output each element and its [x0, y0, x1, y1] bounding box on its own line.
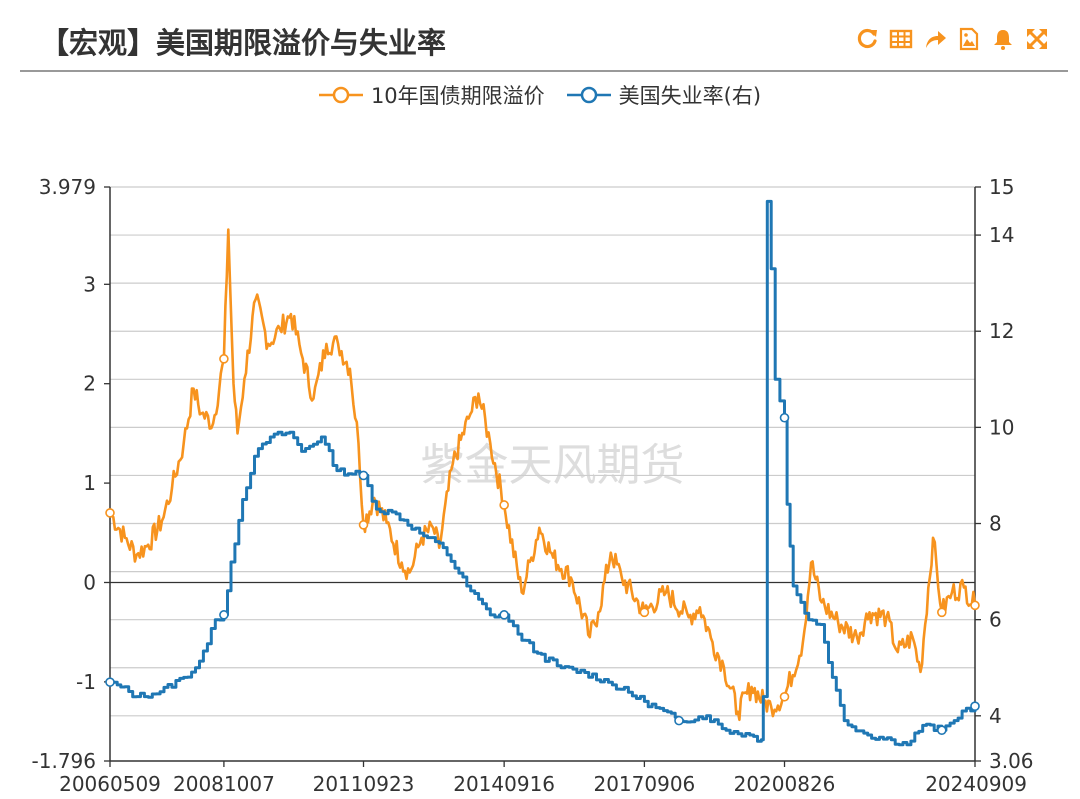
point-unemployment [358, 470, 369, 481]
save-image-icon[interactable] [956, 26, 982, 52]
x-tick-label: 20081007 [173, 772, 275, 796]
legend-marker-term-premium [318, 86, 363, 104]
right-tick-label: 15 [989, 175, 1014, 199]
point-unemployment [779, 412, 790, 423]
point-term-premium [639, 607, 650, 618]
left-tick-label: -1 [76, 670, 96, 694]
page-title: 【宏观】美国期限溢价与失业率 [40, 26, 447, 60]
point-unemployment [970, 701, 980, 711]
legend-item-unemployment[interactable]: 美国失业率(右) [566, 80, 762, 110]
alert-bell-icon[interactable] [990, 26, 1016, 52]
legend-label-unemployment: 美国失业率(右) [618, 84, 762, 108]
point-unemployment [674, 715, 684, 726]
series-line-term-premium [108, 228, 977, 722]
left-tick-label: 0 [83, 570, 96, 594]
header-divider [20, 70, 1068, 72]
x-tick-label: 20140916 [453, 772, 555, 796]
point-term-premium [499, 500, 509, 510]
legend-item-term-premium[interactable]: 10年国债期限溢价 [318, 80, 545, 110]
left-tick-label: -1.796 [32, 749, 96, 773]
point-unemployment [105, 677, 115, 687]
x-tick-label: 20240909 [925, 772, 1027, 796]
left-tick-label: 3 [83, 272, 96, 296]
point-unemployment [499, 610, 509, 620]
legend-marker-unemployment [566, 86, 611, 104]
right-tick-label: 4 [989, 704, 1002, 728]
chart-header: 【宏观】美国期限溢价与失业率 [0, 0, 1080, 72]
fullscreen-icon[interactable] [1024, 26, 1050, 52]
chart-toolbar [854, 26, 1050, 52]
right-tick-label: 8 [989, 512, 1002, 536]
x-tick-label: 20200826 [734, 772, 836, 796]
x-tick-label: 20060509 [59, 772, 161, 796]
point-term-premium [358, 520, 369, 530]
series-line-unemployment [110, 199, 977, 747]
left-tick-label: 2 [83, 372, 96, 396]
data-table-icon[interactable] [888, 26, 914, 52]
right-tick-label: 12 [989, 319, 1014, 343]
share-icon[interactable] [922, 26, 948, 52]
right-tick-label: 14 [989, 223, 1014, 247]
right-tick-label: 10 [989, 415, 1014, 439]
point-unemployment [219, 610, 229, 620]
point-unemployment [937, 725, 947, 736]
right-tick-label: 3.06 [989, 749, 1034, 773]
point-term-premium [937, 607, 947, 618]
point-term-premium [219, 354, 229, 364]
point-term-premium [779, 691, 790, 702]
right-tick-label: 6 [989, 608, 1002, 632]
x-tick-label: 20110923 [313, 772, 415, 796]
point-term-premium [105, 508, 115, 518]
point-term-premium [970, 600, 980, 611]
watermark: 紫金天风期货 [421, 440, 685, 491]
left-tick-label: 1 [83, 471, 96, 495]
refresh-icon[interactable] [854, 26, 880, 52]
chart-legend: 10年国债期限溢价 美国失业率(右) [0, 80, 1080, 110]
left-tick-label: 3.979 [39, 175, 96, 199]
x-tick-label: 20170906 [593, 772, 695, 796]
legend-label-term-premium: 10年国债期限溢价 [370, 84, 545, 108]
